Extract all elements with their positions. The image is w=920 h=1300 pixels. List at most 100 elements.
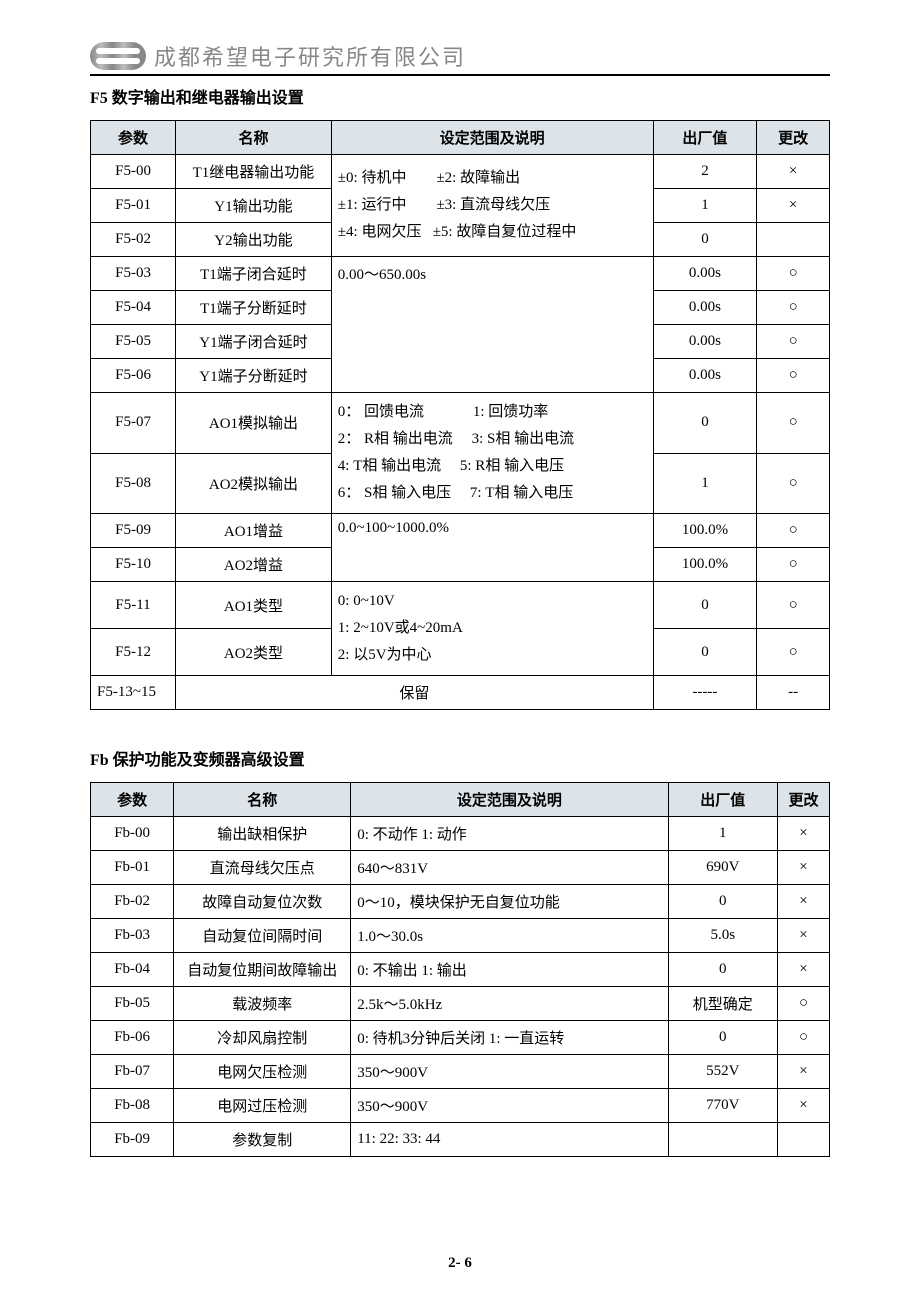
cell-param: Fb-06: [91, 1021, 174, 1055]
desc-text: 1: 2~10V或4~20mA: [338, 620, 463, 636]
cell-change: ×: [777, 851, 829, 885]
table-row: F5-09 AO1增益 0.0~100~1000.0% 100.0% ○: [91, 514, 830, 548]
desc-text: 1: 回馈功率: [473, 404, 548, 420]
cell-change: ×: [777, 885, 829, 919]
cell-param: F5-02: [91, 223, 176, 257]
cell-change: ○: [777, 987, 829, 1021]
cell-name: Y1端子闭合延时: [176, 325, 332, 359]
cell-param: F5-12: [91, 629, 176, 676]
cell-change: ○: [757, 393, 830, 454]
cell-change: ○: [757, 548, 830, 582]
cell-name: T1继电器输出功能: [176, 155, 332, 189]
cell-default: -----: [653, 676, 757, 710]
th-param: 参数: [91, 783, 174, 817]
desc-text: ±5: 故障自复位过程中: [433, 224, 577, 240]
cell-param: F5-09: [91, 514, 176, 548]
desc-text: ±4: 电网欠压: [338, 224, 422, 240]
cell-range: 0.00～650.00s: [331, 257, 653, 393]
cell-param: Fb-02: [91, 885, 174, 919]
cell-change: ○: [757, 359, 830, 393]
cell-reserved: 保留: [176, 676, 653, 710]
cell-range: ±0: 待机中 ±2: 故障输出 ±1: 运行中 ±3: 直流母线欠压 ±4: …: [331, 155, 653, 257]
table-row: Fb-02故障自动复位次数0～10，模块保护无自复位功能0×: [91, 885, 830, 919]
th-param: 参数: [91, 121, 176, 155]
cell-param: F5-01: [91, 189, 176, 223]
cell-name: 参数复制: [174, 1123, 351, 1157]
cell-param: Fb-03: [91, 919, 174, 953]
cell-name: Y1端子分断延时: [176, 359, 332, 393]
page-number: 2- 6: [0, 1255, 920, 1272]
cell-range: 0: 待机3分钟后关闭 1: 一直运转: [351, 1021, 668, 1055]
desc-text: 5: R相 输入电压: [460, 458, 564, 474]
th-default: 出厂值: [653, 121, 757, 155]
table-header-row: 参数 名称 设定范围及说明 出厂值 更改: [91, 121, 830, 155]
page-header: 成都希望电子研究所有限公司: [90, 40, 830, 72]
th-change: 更改: [757, 121, 830, 155]
desc-text: 7: T相 输入电压: [470, 485, 573, 501]
table-row: Fb-06冷却风扇控制0: 待机3分钟后关闭 1: 一直运转0○: [91, 1021, 830, 1055]
cell-name: 故障自动复位次数: [174, 885, 351, 919]
cell-name: 冷却风扇控制: [174, 1021, 351, 1055]
header-rule: [90, 74, 830, 76]
cell-range: 640～831V: [351, 851, 668, 885]
cell-param: Fb-05: [91, 987, 174, 1021]
desc-text: ±3: 直流母线欠压: [436, 197, 550, 213]
cell-change: ×: [757, 189, 830, 223]
table-row: F5-13~15 保留 ----- --: [91, 676, 830, 710]
cell-range: 0： 回馈电流 1: 回馈功率 2： R相 输出电流 3: S相 输出电流 4:…: [331, 393, 653, 514]
cell-default: 770V: [668, 1089, 777, 1123]
company-name: 成都希望电子研究所有限公司: [154, 40, 466, 72]
cell-default: 0.00s: [653, 257, 757, 291]
cell-param: F5-03: [91, 257, 176, 291]
cell-param: Fb-07: [91, 1055, 174, 1089]
cell-range: 1.0～30.0s: [351, 919, 668, 953]
cell-change: ×: [777, 1055, 829, 1089]
cell-default: 5.0s: [668, 919, 777, 953]
cell-range: 0: 0~10V 1: 2~10V或4~20mA 2: 以5V为中心: [331, 582, 653, 676]
cell-default: 0: [653, 582, 757, 629]
table-f5: 参数 名称 设定范围及说明 出厂值 更改 F5-00 T1继电器输出功能 ±0:…: [90, 120, 830, 710]
cell-change: ×: [777, 817, 829, 851]
cell-name: AO1增益: [176, 514, 332, 548]
desc-text: ±2: 故障输出: [436, 170, 520, 186]
table-header-row: 参数 名称 设定范围及说明 出厂值 更改: [91, 783, 830, 817]
cell-param: F5-06: [91, 359, 176, 393]
desc-text: ±1: 运行中: [338, 197, 407, 213]
table-row: Fb-05载波频率2.5k～5.0kHz机型确定○: [91, 987, 830, 1021]
cell-range: 350～900V: [351, 1089, 668, 1123]
table-row: F5-11 AO1类型 0: 0~10V 1: 2~10V或4~20mA 2: …: [91, 582, 830, 629]
cell-change: --: [757, 676, 830, 710]
cell-range: 0.0~100~1000.0%: [331, 514, 653, 582]
cell-default: 0: [668, 885, 777, 919]
cell-change: [777, 1123, 829, 1157]
table-row: F5-07 AO1模拟输出 0： 回馈电流 1: 回馈功率 2： R相 输出电流…: [91, 393, 830, 454]
cell-name: 电网过压检测: [174, 1089, 351, 1123]
cell-name: Y2输出功能: [176, 223, 332, 257]
cell-change: ○: [757, 582, 830, 629]
table-row: Fb-08电网过压检测350～900V770V×: [91, 1089, 830, 1123]
table-row: Fb-07电网欠压检测350～900V552V×: [91, 1055, 830, 1089]
section-fb-title: Fb 保护功能及变频器高级设置: [90, 746, 830, 770]
cell-name: 输出缺相保护: [174, 817, 351, 851]
th-default: 出厂值: [668, 783, 777, 817]
desc-text: 6： S相 输入电压: [338, 485, 451, 501]
cell-param: Fb-09: [91, 1123, 174, 1157]
cell-name: 电网欠压检测: [174, 1055, 351, 1089]
cell-param: F5-07: [91, 393, 176, 454]
cell-range: 11: 22: 33: 44: [351, 1123, 668, 1157]
desc-text: 0： 回馈电流: [338, 404, 424, 420]
company-logo: [90, 42, 146, 70]
cell-default: 0.00s: [653, 291, 757, 325]
cell-change: ○: [777, 1021, 829, 1055]
desc-text: 0: 0~10V: [338, 593, 395, 609]
table-row: Fb-09参数复制11: 22: 33: 44: [91, 1123, 830, 1157]
cell-default: [668, 1123, 777, 1157]
cell-param: F5-04: [91, 291, 176, 325]
cell-default: 100.0%: [653, 548, 757, 582]
th-name: 名称: [176, 121, 332, 155]
th-range: 设定范围及说明: [331, 121, 653, 155]
cell-name: 自动复位期间故障输出: [174, 953, 351, 987]
cell-default: 2: [653, 155, 757, 189]
cell-name: AO1类型: [176, 582, 332, 629]
cell-name: AO2模拟输出: [176, 453, 332, 514]
